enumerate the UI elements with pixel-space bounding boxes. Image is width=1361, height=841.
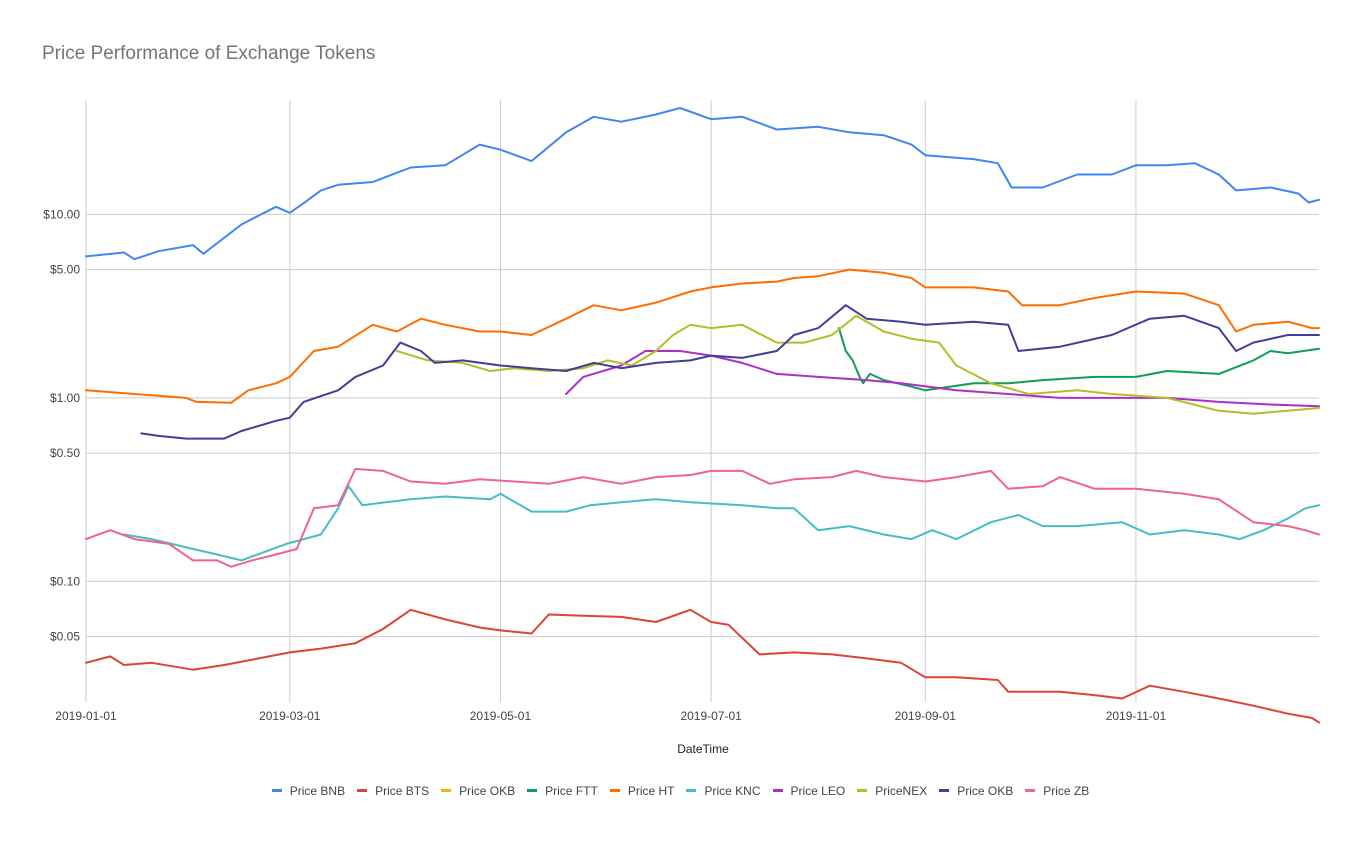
legend-item[interactable]: Price BNB (271, 784, 346, 798)
x-tick-label: 2019-05-01 (470, 709, 532, 723)
legend-item[interactable]: Price ZB (1025, 784, 1089, 798)
y-tick-label: $10.00 (43, 207, 80, 221)
legend-swatch (1025, 789, 1036, 793)
x-tick-label: 2019-09-01 (895, 709, 957, 723)
legend-label: Price OKB (459, 784, 516, 798)
x-tick-label: 2019-01-01 (55, 709, 117, 723)
y-tick-label: $5.00 (50, 263, 80, 277)
series-line-9 (85, 467, 1320, 568)
legend-label: Price FTT (545, 784, 598, 798)
legend-label: Price BNB (289, 784, 346, 798)
x-tick-label: 2019-11-01 (1106, 709, 1167, 723)
x-axis-title: DateTime (677, 742, 729, 756)
y-axis-tick-labels: $10.00 $5.00 $1.00 $0.50 $0.10 $0.05 (43, 207, 80, 643)
legend-swatch (772, 789, 783, 793)
series-line-5 (123, 485, 1320, 562)
series-line-7 (395, 314, 1320, 415)
x-tick-label: 2019-07-01 (680, 709, 742, 723)
legend-item[interactable]: Price HT (609, 784, 675, 798)
legend-item[interactable]: Price OKB (939, 784, 1013, 798)
legend-item[interactable]: Price FTT (527, 784, 598, 798)
legend-swatch (857, 789, 868, 793)
legend-item[interactable]: Price OKB (441, 784, 515, 798)
legend-swatch (441, 789, 452, 793)
legend-swatch (686, 789, 697, 793)
legend-label: Price LEO (790, 784, 846, 798)
legend-swatch (609, 789, 620, 793)
y-tick-label: $0.05 (50, 630, 80, 644)
x-tick-label: 2019-03-01 (259, 709, 321, 723)
chart-title: Price Performance of Exchange Tokens (42, 43, 376, 64)
legend-label: Price ZB (1043, 784, 1090, 798)
series-line-8 (140, 304, 1320, 440)
legend-swatch (939, 789, 950, 793)
legend-swatch (271, 789, 282, 793)
legend-label: Price OKB (957, 784, 1014, 798)
legend-swatch (357, 789, 368, 793)
series-line-3 (837, 327, 1320, 392)
legend-label: PriceNEX (875, 784, 928, 798)
y-tick-label: $0.10 (50, 574, 80, 588)
legend-item[interactable]: Price KNC (686, 784, 761, 798)
legend-item[interactable]: Price LEO (772, 784, 846, 798)
series-line-4 (85, 268, 1320, 404)
legend: Price BNB Price BTS Price OKB Price FTT Pric… (0, 784, 1361, 798)
legend-label: Price BTS (375, 784, 430, 798)
series-lines (85, 107, 1320, 724)
legend-swatch (527, 789, 538, 793)
legend-item[interactable]: PriceNEX (857, 784, 927, 798)
y-tick-label: $0.50 (50, 446, 80, 460)
legend-label: Price HT (627, 784, 675, 798)
y-tick-label: $1.00 (50, 391, 80, 405)
x-axis-tick-labels: 2019-01-01 2019-03-01 2019-05-01 2019-07-01… (55, 709, 1166, 723)
series-line-0 (85, 107, 1320, 261)
grid-lines (85, 100, 1319, 702)
legend-label: Price KNC (704, 784, 761, 798)
legend-item[interactable]: Price BTS (357, 784, 429, 798)
series-line-1 (85, 608, 1320, 724)
